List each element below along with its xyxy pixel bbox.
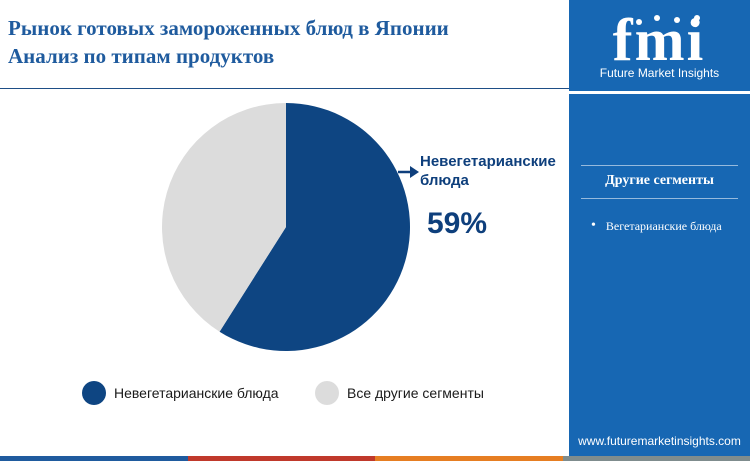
bottom-stripe <box>0 456 750 461</box>
website-link[interactable]: www.futuremarketinsights.com <box>578 434 741 448</box>
legend-swatch-other <box>315 381 339 405</box>
legend-item-other: Все другие сегменты <box>315 381 484 405</box>
pie-chart <box>162 102 410 351</box>
segments-list: • Вегетарианские блюда <box>591 218 722 234</box>
stripe-red <box>187 456 375 461</box>
segment-item: • Вегетарианские блюда <box>591 218 722 234</box>
segments-heading: Другие сегменты <box>605 173 714 188</box>
legend-item-nonveg: Невегетарианские блюда <box>82 381 279 405</box>
title-line-1: Рынок готовых замороженных блюд в Японии <box>8 16 449 40</box>
title-divider <box>0 88 569 89</box>
legend-label-nonveg: Невегетарианские блюда <box>114 385 279 401</box>
stripe-blue <box>0 456 188 461</box>
stripe-gray <box>562 456 750 461</box>
fmi-logo: fmi <box>613 8 704 66</box>
logo-caption: Future Market Insights <box>599 66 720 80</box>
title-line-2: Анализ по типам продуктов <box>8 44 275 68</box>
page-title: Рынок готовых замороженных блюд в Японии… <box>8 14 563 70</box>
segment-label: Вегетарианские блюда <box>605 218 722 233</box>
segments-divider-top <box>581 165 738 166</box>
legend-label-other: Все другие сегменты <box>347 385 484 401</box>
legend-swatch-nonveg <box>82 381 106 405</box>
pie-slice-other <box>162 102 286 332</box>
pie-slice-nonveg <box>219 103 410 351</box>
callout-arrow-icon <box>398 166 419 178</box>
stripe-orange <box>375 456 563 461</box>
callout-value: 59% <box>427 207 488 240</box>
callout-label: Невегетарианские блюда <box>420 153 556 189</box>
segments-divider-bottom <box>581 198 738 199</box>
sidebar-top-rule <box>569 91 750 94</box>
bullet-icon: • <box>591 218 596 233</box>
sidebar: fmi Future Market Insights Другие сегмен… <box>569 0 750 461</box>
